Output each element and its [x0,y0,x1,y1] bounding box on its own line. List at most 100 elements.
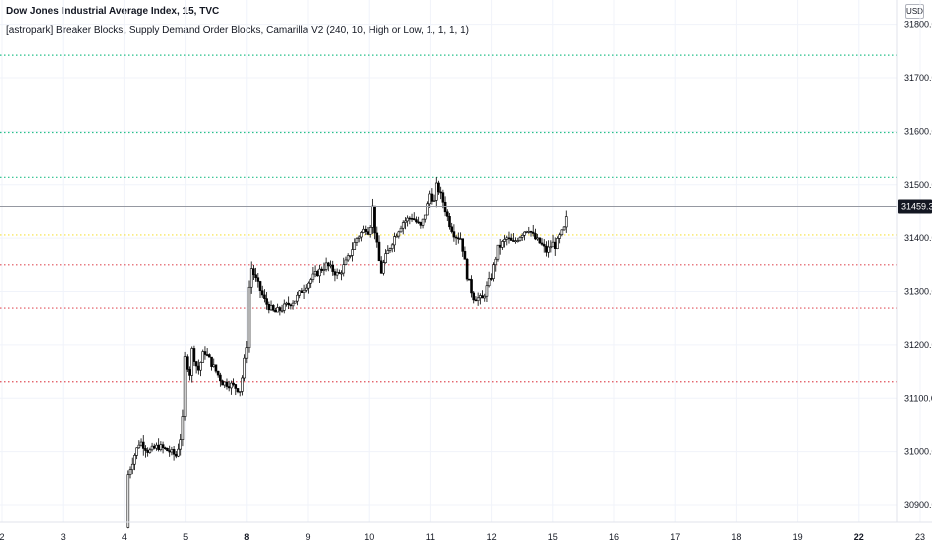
candle-body [186,356,189,370]
candle-body [159,444,163,451]
candle-body [163,447,167,450]
candle-body [254,274,257,279]
candle-body [476,297,480,301]
candle-body [174,454,178,457]
candle-body [421,218,425,226]
candle-body [243,357,246,379]
price-tick-label: 31800.0 [904,20,932,30]
candle-body [338,272,341,274]
time-tick-label: 5 [183,532,188,542]
candle-body [371,205,374,228]
candle-body [221,380,224,386]
candle-body [428,193,431,205]
time-tick-label: 3 [61,532,66,542]
candle-body [434,182,438,201]
candle-body [514,240,517,243]
price-tick-label: 31300.0 [904,287,932,297]
price-tick-label: 31600.0 [904,126,932,136]
candle-body [201,351,205,363]
candle-body [324,262,328,270]
candle-body [342,264,346,274]
candle-body [216,370,220,376]
candle-body [230,382,233,389]
candle-body [274,309,277,313]
candle-body [549,246,553,249]
time-tick-label: 15 [548,532,558,542]
indicator-legend[interactable]: [astropark] Breaker Blocks, Supply Deman… [6,25,469,36]
candle-body [139,441,143,446]
last-price-label: 31459.3 [901,202,932,212]
candle-body [426,203,429,216]
candle-body [353,242,357,250]
candle-body [401,222,405,229]
candle-body [560,229,564,236]
candle-body [406,217,409,222]
candle-body [531,231,535,234]
candle-body [249,268,253,288]
candle-body [170,449,174,453]
candle-body [419,222,423,226]
currency-badge[interactable]: USD [905,4,924,19]
candle-body [547,246,550,253]
time-tick-label: 23 [915,532,925,542]
candle-body [199,362,202,371]
candle-body [293,300,297,304]
time-tick-label: 17 [670,532,680,542]
candle-body [375,232,379,243]
candle-body [360,232,363,238]
camarilla-levels [0,54,897,383]
candle-body [564,216,568,228]
chart-title: Dow Jones Industrial Average Index, 15, … [6,6,220,17]
candle-body [241,377,244,392]
candle-body [386,250,390,254]
candle-body [219,374,222,382]
candle-body [234,384,238,389]
candle-body [562,226,566,231]
candle-body [267,304,271,311]
price-axis[interactable]: 30900.0 31000.0 31100.0 31200.0 31300.0 31400… [904,20,932,510]
candle-body [454,236,458,239]
candle-body [152,445,156,449]
candle-body [430,193,434,202]
time-tick-label: 19 [793,532,803,542]
time-axis[interactable]: 2 3 4 5 8 9 10 11 12 15 16 17 18 19 22 23 [0,532,925,542]
candle-body [404,220,407,223]
candle-body [553,241,557,249]
candle-body [296,294,299,302]
candle-body [245,347,249,359]
price-tick-label: 31700.0 [904,73,932,83]
candle-body [263,294,266,299]
candle-body [300,290,304,293]
candle-body [183,356,187,417]
candle-body [542,244,546,247]
candle-body [256,277,260,282]
candle-body [166,447,169,452]
candle-body [247,286,251,349]
candle-body [483,295,487,299]
candle-body [349,255,352,257]
candle-body [205,354,209,356]
candle-body [472,292,476,301]
candle-body [225,381,229,387]
candle-body [470,279,473,294]
candle-body [516,240,520,242]
candle-body [415,219,418,223]
candle-body [137,444,141,449]
candle-body [194,361,198,367]
time-tick-label: 18 [731,532,741,542]
candle-body [258,281,262,291]
candle-body [523,231,526,236]
candle-body [157,444,160,451]
candle-body [509,237,513,241]
candle-body [545,245,548,253]
candle-body [368,227,372,235]
candle-body [333,271,337,276]
time-tick-label: 9 [305,532,310,542]
candle-body [188,369,191,376]
candle-body [351,249,354,256]
candle-body [410,218,414,220]
candle-body [320,268,324,271]
time-tick-label: 2 [0,532,5,542]
candle-body [437,182,440,193]
